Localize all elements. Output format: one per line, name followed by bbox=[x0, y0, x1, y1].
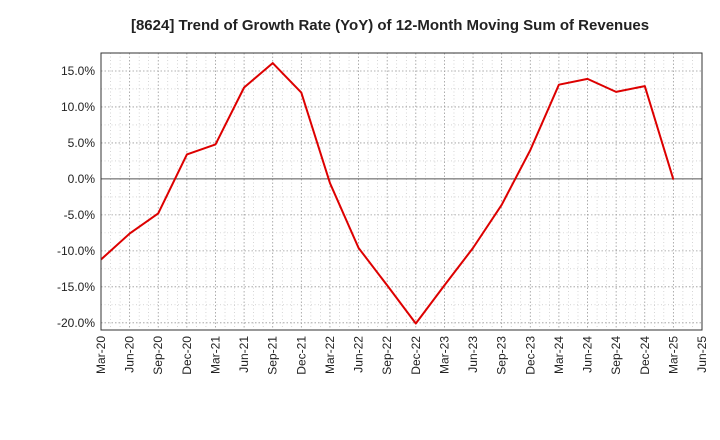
x-tick-label: Mar-21 bbox=[208, 336, 222, 374]
x-tick-label: Mar-20 bbox=[94, 336, 108, 374]
y-tick-label: 5.0% bbox=[68, 136, 96, 150]
y-tick-label: 0.0% bbox=[68, 172, 96, 186]
x-tick-label: Sep-23 bbox=[495, 336, 509, 375]
y-tick-label: -10.0% bbox=[57, 244, 95, 258]
series-line bbox=[100, 62, 675, 325]
x-tick-label: Sep-21 bbox=[266, 336, 280, 375]
x-tick-label: Jun-21 bbox=[237, 336, 251, 373]
x-tick-label: Jun-22 bbox=[352, 336, 366, 373]
chart-title: [8624] Trend of Growth Rate (YoY) of 12-… bbox=[131, 17, 649, 34]
x-tick-label: Dec-21 bbox=[294, 336, 308, 375]
y-tick-label: -15.0% bbox=[57, 280, 95, 294]
x-tick-label: Mar-24 bbox=[552, 336, 566, 374]
x-axis: Mar-20 Jun-20 Sep-20 Dec-20 Mar-21 Jun-21 Sep-… bbox=[94, 336, 709, 375]
y-tick-label: -5.0% bbox=[64, 208, 96, 222]
y-tick-label: -20.0% bbox=[57, 316, 95, 330]
x-tick-label: Dec-24 bbox=[638, 336, 652, 375]
x-tick-label: Sep-20 bbox=[151, 336, 165, 375]
x-tick-label: Mar-25 bbox=[666, 336, 680, 374]
x-tick-label: Sep-24 bbox=[609, 336, 623, 375]
series-layer bbox=[100, 62, 675, 325]
y-axis: 15.0% 10.0% 5.0% 0.0% -5.0% -10.0% -15.0% -20.0… bbox=[57, 64, 95, 330]
x-tick-label: Sep-22 bbox=[380, 336, 394, 375]
x-tick-label: Dec-22 bbox=[409, 336, 423, 375]
x-tick-label: Jun-24 bbox=[581, 336, 595, 373]
x-tick-label: Jun-23 bbox=[466, 336, 480, 373]
x-tick-label: Dec-23 bbox=[523, 336, 537, 375]
grid bbox=[101, 52, 702, 330]
y-tick-label: 10.0% bbox=[61, 100, 95, 114]
x-tick-label: Mar-23 bbox=[437, 336, 451, 374]
x-tick-label: Jun-25 bbox=[695, 336, 709, 373]
plot-frame bbox=[100, 52, 703, 331]
x-tick-label: Jun-20 bbox=[123, 336, 137, 373]
x-tick-label: Dec-20 bbox=[180, 336, 194, 375]
x-tick-label: Mar-22 bbox=[323, 336, 337, 374]
y-tick-label: 15.0% bbox=[61, 64, 95, 78]
